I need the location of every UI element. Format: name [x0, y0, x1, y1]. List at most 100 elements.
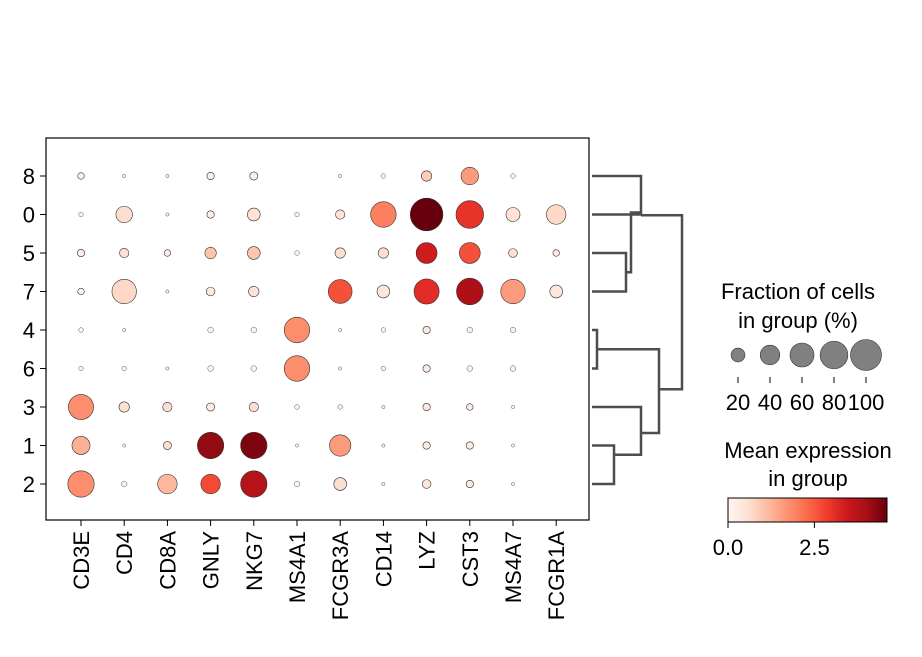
x-tick-label: LYZ: [415, 531, 440, 570]
dot-4-ms4a7: [509, 326, 517, 334]
dot-2-fcgr3a: [333, 477, 347, 491]
dot-3-ms4a7: [511, 405, 515, 409]
dot-1-nkg7: [240, 431, 268, 459]
x-tick-label: CD3E: [69, 531, 94, 590]
dot-7-cst3: [456, 277, 484, 306]
x-tick-label: CD4: [112, 531, 137, 575]
dot-7-gnly: [205, 286, 216, 297]
dot-8-ms4a7: [510, 173, 516, 179]
x-tick-label: GNLY: [199, 531, 224, 590]
x-tick-label: CD8A: [155, 531, 180, 590]
dot-8-nkg7: [249, 171, 259, 181]
dot-5-ms4a1: [294, 250, 300, 256]
dot-7-cd3e: [77, 287, 85, 296]
dot-2-cd14: [381, 482, 386, 486]
dot-0-gnly: [206, 210, 215, 219]
dendrogram-branch: [592, 444, 616, 486]
size-legend-label: 80: [822, 390, 846, 415]
dendrogram-branch: [626, 211, 641, 274]
dot-2-cst3: [465, 480, 474, 488]
dot-8-cst3: [460, 166, 479, 186]
dot-8-gnly: [206, 172, 215, 180]
dot-1-cd4: [122, 443, 127, 448]
dot-8-cd4: [122, 174, 127, 178]
x-tick-label: NKG7: [242, 531, 267, 591]
y-tick-label: 0: [23, 203, 35, 228]
dot-8-lyz: [421, 170, 433, 182]
color-legend-title-line1: Mean expression: [724, 438, 892, 463]
dot-6-gnly: [207, 365, 214, 372]
dot-1-fcgr3a: [329, 434, 352, 457]
dot-5-cst3: [459, 242, 481, 264]
dot-8-fcgr3a: [338, 174, 343, 178]
dot-7-cd4: [111, 278, 137, 305]
dendrogram-branch: [592, 328, 599, 370]
dot-7-cd8a: [165, 289, 170, 294]
dot-0-cst3: [455, 200, 484, 229]
dot-7-fcgr1a: [549, 284, 563, 299]
colorbar-tick-label: 2.5: [799, 535, 830, 560]
y-tick-label: 7: [23, 280, 35, 305]
dot-1-cd8a: [163, 441, 172, 450]
dot-5-ms4a7: [508, 248, 518, 258]
dot-3-lyz: [422, 403, 431, 411]
dot-2-cd4: [121, 480, 128, 488]
dot-8-cd14: [380, 173, 386, 179]
dendrogram: [592, 174, 684, 486]
size-legend-dot: [730, 347, 746, 363]
dot-1-ms4a7: [511, 443, 515, 448]
x-tick-label: FCGR1A: [544, 531, 569, 621]
dot-8-cd3e: [77, 172, 85, 180]
dot-6-cd14: [380, 365, 386, 372]
dot-6-ms4a7: [509, 365, 517, 372]
dot-3-cst3: [466, 403, 474, 411]
dot-0-fcgr1a: [546, 204, 567, 225]
dot-6-cd3e: [78, 365, 84, 372]
dot-6-cst3: [466, 365, 473, 372]
dot-5-gnly: [204, 246, 217, 260]
dot-4-lyz: [422, 326, 431, 334]
x-axis: CD3E CD4 CD8A GNLY NKG7 MS4A1 FCGR3A CD14 LYZ CST…: [69, 520, 569, 620]
size-legend-dot: [759, 344, 781, 366]
y-tick-label: 1: [23, 434, 35, 459]
dot-0-ms4a7: [505, 207, 521, 222]
dot-0-nkg7: [247, 207, 261, 222]
dot-1-lyz: [422, 441, 431, 450]
dot-2-lyz: [421, 479, 432, 489]
colorbar: [727, 497, 888, 523]
size-legend-label: 20: [726, 390, 750, 415]
y-tick-label: 4: [23, 318, 35, 343]
y-tick-label: 2: [23, 472, 35, 497]
x-tick-label: MS4A1: [285, 531, 310, 603]
dot-0-ms4a1: [294, 211, 300, 218]
dot-2-cd3e: [67, 470, 95, 498]
dot-3-cd3e: [68, 394, 94, 420]
dots-layer: [67, 166, 567, 498]
y-tick-label: 6: [23, 357, 35, 382]
dendrogram-branch: [592, 251, 628, 293]
size-legend-dot: [850, 339, 882, 371]
dot-7-nkg7: [248, 285, 260, 298]
dendrogram-branch: [592, 405, 643, 456]
dot-3-cd4: [118, 401, 130, 413]
y-tick-label: 8: [23, 164, 35, 189]
dot-4-fcgr3a: [338, 328, 343, 332]
size-legend-label: 60: [790, 390, 814, 415]
dot-2-nkg7: [240, 470, 268, 498]
plot-frame: [45, 137, 590, 521]
dot-1-cd14: [381, 443, 386, 448]
dendrogram-branch: [592, 174, 643, 216]
size-legend-dot: [819, 340, 849, 370]
dot-6-fcgr3a: [338, 366, 343, 371]
dot-4-cd14: [380, 327, 386, 333]
dot-7-ms4a7: [500, 278, 526, 305]
size-legend-label: 40: [758, 390, 782, 415]
dot-2-cd8a: [157, 473, 178, 495]
dot-0-cd3e: [78, 211, 84, 218]
dot-4-ms4a1: [283, 316, 311, 344]
size-legend-title-line2: in group (%): [738, 308, 858, 333]
dot-5-lyz: [415, 242, 438, 264]
y-tick-label: 3: [23, 395, 35, 420]
dot-4-gnly: [207, 326, 214, 334]
